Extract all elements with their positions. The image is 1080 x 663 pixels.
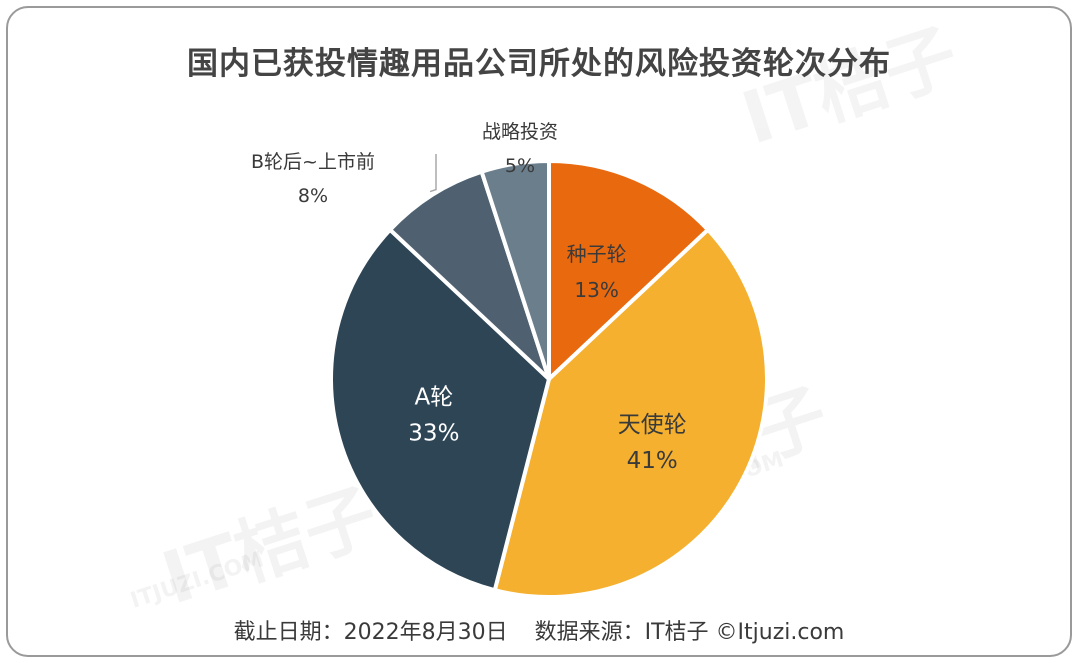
pie-chart: 种子轮 13% 天使轮 41% A轮 33% B轮后~上市前 8% 战略投资 5% [251,121,769,599]
slice-value-label: 5% [505,155,535,177]
slice-label: 战略投资 [482,121,558,143]
slice-value-label: 33% [408,420,459,446]
data-source: 数据来源：IT桔子 ©Itjuzi.com [534,620,845,645]
pie-slice [388,169,551,381]
slice-value-label: 13% [574,278,618,302]
cutoff-date: 截止日期：2022年8月30日 [233,620,508,645]
pie-slice [547,159,710,381]
slice-value-label: 8% [298,185,328,207]
slice-value-label: 41% [627,448,678,474]
slice-label: 种子轮 [567,242,627,266]
pie-slice [492,227,769,599]
leader-line [429,154,437,193]
pie-slice [479,159,551,381]
pie-slice [329,227,551,593]
chart-footer: 截止日期：2022年8月30日 数据来源：IT桔子 ©Itjuzi.com [8,614,1070,646]
chart-title: 国内已获投情趣用品公司所处的风险投资轮次分布 [187,46,891,82]
chart-card: IT桔子 ITJUZI.COM IT桔子 IT桔子 ITJUZI.COM 国内已… [6,6,1072,657]
slice-label: A轮 [414,384,453,410]
slice-label: 天使轮 [618,412,687,438]
slice-label: B轮后~上市前 [251,151,375,173]
